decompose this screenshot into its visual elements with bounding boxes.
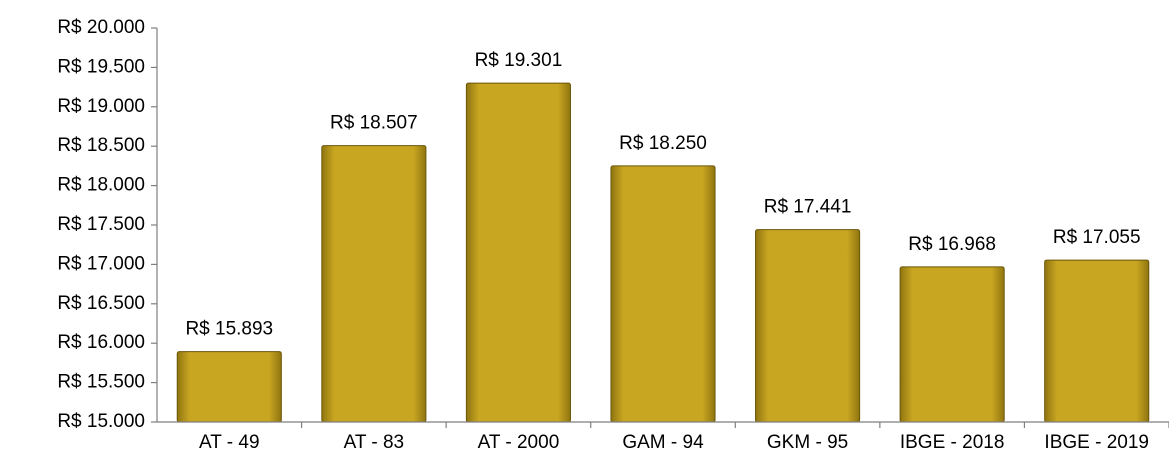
y-tick-label: R$ 20.000 xyxy=(57,17,145,38)
bar xyxy=(321,145,427,423)
x-tick-label: AT - 2000 xyxy=(478,432,560,453)
bar xyxy=(1044,259,1150,423)
bar xyxy=(176,351,282,423)
bar xyxy=(610,165,716,423)
bar xyxy=(899,266,1005,423)
data-label: R$ 18.507 xyxy=(330,113,418,134)
bar xyxy=(755,229,861,423)
y-tick-label: R$ 19.500 xyxy=(57,56,145,77)
y-tick-label: R$ 15.500 xyxy=(57,372,145,393)
y-tick-label: R$ 15.000 xyxy=(57,411,145,432)
data-label: R$ 19.301 xyxy=(475,50,563,71)
x-tick-label: GKM - 95 xyxy=(767,432,848,453)
data-label: R$ 15.893 xyxy=(185,319,273,340)
x-tick-label: AT - 83 xyxy=(344,432,405,453)
y-tick-label: R$ 18.500 xyxy=(57,135,145,156)
x-tick-label: GAM - 94 xyxy=(622,432,704,453)
y-tick-label: R$ 16.000 xyxy=(57,332,145,353)
y-tick-label: R$ 18.000 xyxy=(57,175,145,196)
y-tick-label: R$ 17.500 xyxy=(57,214,145,235)
data-label: R$ 17.441 xyxy=(764,197,852,218)
y-tick-label: R$ 19.000 xyxy=(57,96,145,117)
data-label: R$ 17.055 xyxy=(1053,227,1141,248)
x-tick-label: AT - 49 xyxy=(199,432,260,453)
y-tick-label: R$ 17.000 xyxy=(57,253,145,274)
data-label: R$ 16.968 xyxy=(908,234,996,255)
y-tick-label: R$ 16.500 xyxy=(57,293,145,314)
data-label: R$ 18.250 xyxy=(619,133,707,154)
bar xyxy=(465,82,571,423)
x-tick-label: IBGE - 2018 xyxy=(900,432,1005,453)
x-tick-label: IBGE - 2019 xyxy=(1044,432,1149,453)
